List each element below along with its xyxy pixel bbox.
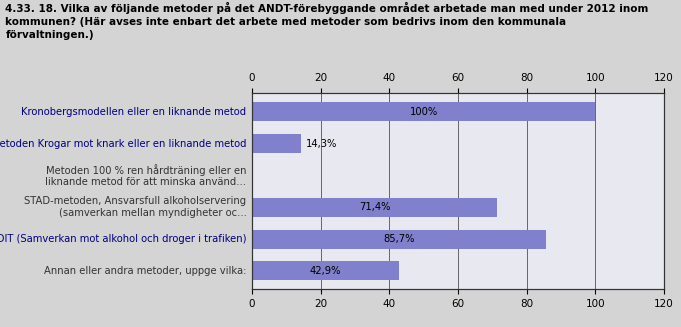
Text: 14,3%: 14,3% <box>306 139 338 148</box>
Bar <box>252 102 595 121</box>
Text: 42,9%: 42,9% <box>310 266 341 276</box>
Text: 100%: 100% <box>409 107 438 117</box>
Text: 71,4%: 71,4% <box>359 202 390 212</box>
Bar <box>252 134 301 153</box>
Text: 4.33. 18. Vilka av följande metoder på det ANDT-förebyggande området arbetade ma: 4.33. 18. Vilka av följande metoder på d… <box>5 2 649 40</box>
Bar <box>252 261 399 281</box>
Text: 85,7%: 85,7% <box>383 234 415 244</box>
Bar <box>252 230 546 249</box>
Bar <box>252 198 497 217</box>
